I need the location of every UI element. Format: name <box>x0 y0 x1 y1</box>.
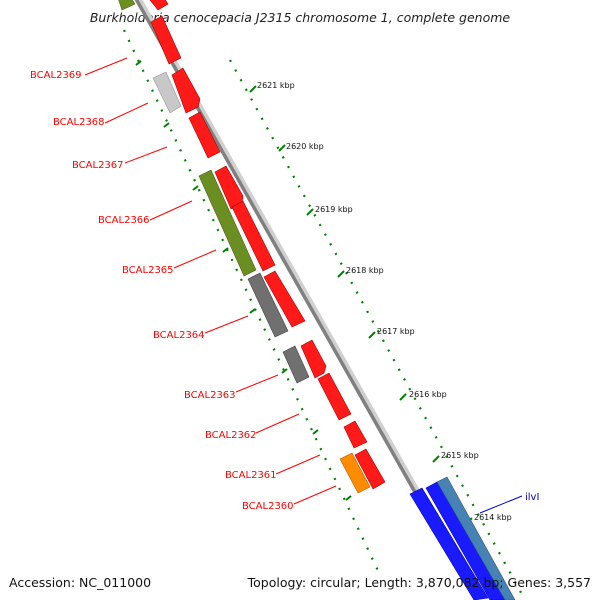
tick-label-2621: 2621 kbp <box>257 81 295 90</box>
map-title: Burkholderia cenocepacia J2315 chromosom… <box>89 10 511 25</box>
tick-mark-2621 <box>249 85 257 93</box>
tick-mark-2616 <box>399 393 407 401</box>
blue-genes <box>409 476 516 600</box>
gene-label-bcal2365[interactable]: BCAL2365 <box>122 265 174 276</box>
leader-line-ilvi <box>479 495 523 514</box>
gene-arrow <box>343 420 368 449</box>
gene-arrow <box>436 476 516 600</box>
gene-arrow <box>214 165 244 210</box>
reverse-strand-genes <box>118 0 371 494</box>
inner-tick <box>135 60 142 66</box>
gene-label-bcal2363[interactable]: BCAL2363 <box>184 390 236 401</box>
leader-line <box>235 374 279 393</box>
gene-arrow <box>171 67 201 114</box>
gene-arrow <box>118 0 136 11</box>
gene-label-bcal2366[interactable]: BCAL2366 <box>98 215 150 226</box>
gene-label-bcal2364[interactable]: BCAL2364 <box>153 330 205 341</box>
gene-arrow <box>354 448 386 490</box>
gene-arrow <box>150 15 182 65</box>
gene-arrow <box>409 487 489 600</box>
tick-label-2618: 2618 kbp <box>346 266 384 275</box>
gene-arrow <box>339 452 371 494</box>
tick-label-2614: 2614 kbp <box>474 513 512 522</box>
tick-label-2615: 2615 kbp <box>441 451 479 460</box>
tick-mark-2619 <box>306 208 314 216</box>
tick-label-2617: 2617 kbp <box>377 327 415 336</box>
tick-label-2620: 2620 kbp <box>286 142 324 151</box>
tick-mark-2615 <box>432 455 440 463</box>
leader-line <box>149 200 193 221</box>
gene-label-bcal2361[interactable]: BCAL2361 <box>225 470 277 481</box>
gene-arrow <box>263 270 306 328</box>
inner-tick <box>163 122 170 128</box>
gene-arrow <box>425 481 506 600</box>
gene-arrow <box>149 0 169 11</box>
gene-label-bcal2360[interactable]: BCAL2360 <box>242 501 294 512</box>
genome-summary-text: Topology: circular; Length: 3,870,082 bp… <box>247 575 591 590</box>
tick-mark-2617 <box>368 331 376 339</box>
inner-dotted-guide <box>123 29 381 576</box>
tick-mark-2620 <box>278 144 286 152</box>
gene-arrow <box>231 200 276 272</box>
gene-arrow <box>282 345 310 384</box>
leader-line <box>173 249 217 269</box>
inner-tick <box>192 185 199 191</box>
inner-tick <box>222 247 229 253</box>
gene-arrow <box>188 111 221 159</box>
leader-line <box>255 413 300 434</box>
inner-tick <box>312 429 319 435</box>
inner-tick <box>345 495 352 501</box>
tick-label-2619: 2619 kbp <box>315 205 353 214</box>
gene-arrow <box>247 272 289 338</box>
leader-line <box>275 454 321 475</box>
gene-label-bcal2362[interactable]: BCAL2362 <box>205 430 257 441</box>
accession-text: Accession: NC_011000 <box>9 575 152 590</box>
leader-line <box>84 57 128 76</box>
gene-arrow <box>152 71 182 114</box>
gene-arrow <box>300 339 327 379</box>
inner-tick <box>249 308 256 314</box>
leader-line <box>293 485 337 505</box>
gene-label-bcal2369[interactable]: BCAL2369 <box>30 70 82 81</box>
gene-arrow <box>317 372 352 421</box>
forward-strand-genes <box>149 0 386 490</box>
gene-label-bcal2368[interactable]: BCAL2368 <box>53 117 105 128</box>
inner-tick <box>281 368 288 374</box>
leader-line <box>104 102 149 124</box>
gene-label-bcal2367[interactable]: BCAL2367 <box>72 160 124 171</box>
tick-label-2616: 2616 kbp <box>409 390 447 399</box>
leader-line <box>204 315 249 334</box>
gene-arrow <box>198 169 257 277</box>
tick-mark-2618 <box>337 270 345 278</box>
leader-line <box>124 146 168 164</box>
gene-label-ilvi[interactable]: ilvI <box>525 492 539 503</box>
